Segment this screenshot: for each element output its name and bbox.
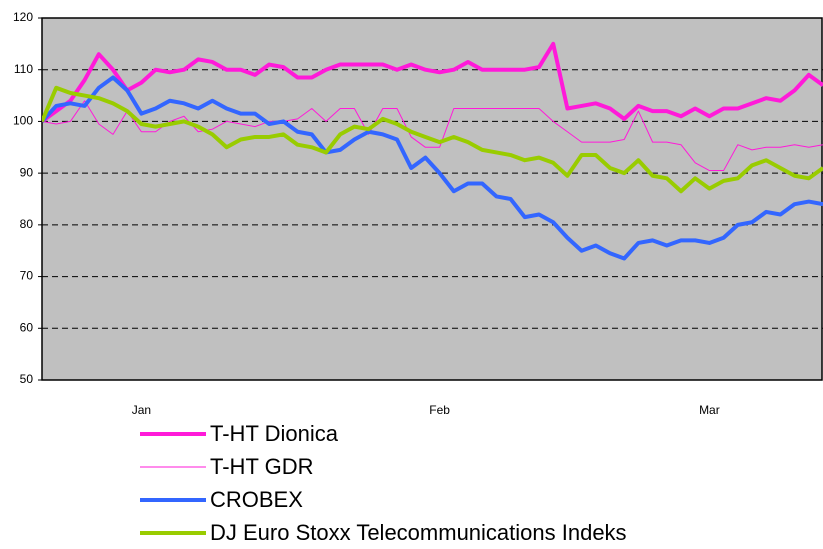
y-tick-label: 60 bbox=[20, 320, 34, 334]
y-tick-label: 110 bbox=[14, 62, 33, 76]
series-line bbox=[42, 41, 823, 124]
series-line bbox=[42, 75, 823, 261]
y-tick-label: 50 bbox=[20, 372, 34, 386]
series-line bbox=[42, 85, 823, 194]
plot-area bbox=[41, 17, 823, 381]
legend-label: T-HT GDR bbox=[210, 454, 313, 479]
y-tick-label: 70 bbox=[20, 269, 34, 283]
x-tick-label: Feb bbox=[429, 403, 450, 417]
series-line bbox=[42, 100, 823, 172]
x-tick-label: Jan bbox=[132, 403, 151, 417]
y-tick-label: 90 bbox=[20, 165, 34, 179]
legend-label: T-HT Dionica bbox=[210, 421, 339, 446]
y-tick-label: 120 bbox=[13, 10, 33, 24]
y-tick-label: 100 bbox=[13, 114, 33, 128]
x-tick-label: Mar bbox=[699, 403, 720, 417]
legend-label: CROBEX bbox=[210, 487, 303, 512]
y-tick-label: 80 bbox=[20, 217, 34, 231]
legend-label: DJ Euro Stoxx Telecommunications Indeks bbox=[210, 520, 627, 545]
